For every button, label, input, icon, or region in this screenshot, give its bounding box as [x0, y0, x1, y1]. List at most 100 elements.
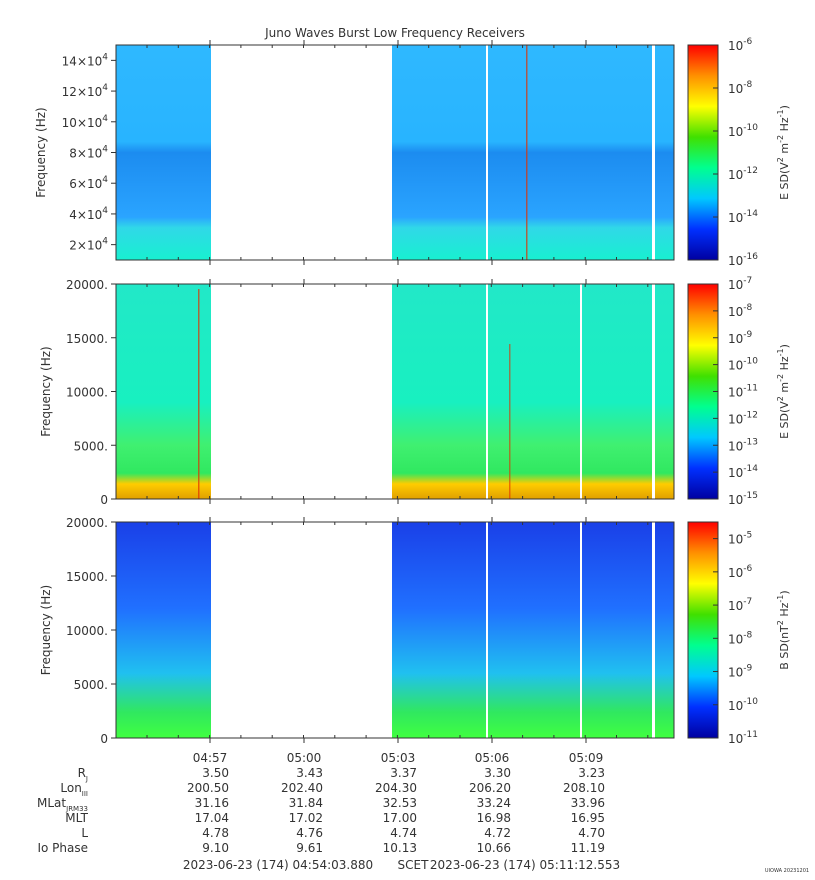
colorbar-tick-label: 10-9 — [728, 330, 753, 346]
time-tick-label: 05:00 — [287, 751, 322, 765]
ephemeris-value: 11.19 — [571, 841, 605, 855]
y-tick-label: 10×104 — [62, 114, 109, 130]
ephemeris-label: RJ — [78, 766, 88, 783]
colorbar-tick-label: 10-8 — [728, 80, 753, 96]
data-dropout-stripe — [652, 45, 655, 260]
colorbar-tick-label: 10-16 — [728, 252, 758, 268]
colorbar-label: B SD(nT2 Hz-1) — [776, 590, 791, 669]
y-tick-label: 20000. — [66, 516, 108, 530]
spectrogram-segment — [392, 284, 674, 499]
ephemeris-value: 3.30 — [484, 766, 511, 780]
colorbar-tick-label: 10-6 — [728, 37, 753, 53]
colorbar-tick-label: 10-14 — [728, 209, 758, 225]
y-axis-label: Frequency (Hz) — [39, 585, 53, 676]
interference-line — [509, 344, 511, 499]
ephemeris-value: 200.50 — [187, 781, 229, 795]
colorbar-tick-label: 10-11 — [728, 730, 758, 746]
colorbar-label: E SD(V2 m-2 Hz-1) — [776, 344, 791, 439]
ephemeris-label: LonIII — [60, 781, 88, 798]
colorbar — [687, 521, 719, 739]
ephemeris-value: 32.53 — [383, 796, 417, 810]
ephemeris-value: 208.10 — [563, 781, 605, 795]
time-tick-label: 05:09 — [569, 751, 604, 765]
scet-label: SCET — [398, 858, 430, 872]
panel-top: 2×104 4×104 6×104 8×104 10×104 12×104 14×104 Fr… — [34, 37, 791, 268]
colorbar-tick-label: 10-8 — [728, 303, 753, 319]
ephemeris-value: 202.40 — [281, 781, 323, 795]
spectrogram-segment — [116, 522, 211, 738]
colorbar — [687, 283, 719, 500]
data-dropout-stripe — [486, 284, 488, 499]
ephemeris-value: 204.30 — [375, 781, 417, 795]
ephemeris-value: 9.61 — [296, 841, 323, 855]
y-tick-label: 10000. — [66, 624, 108, 638]
panel-bottom: 0 5000. 10000. 15000. 20000. Frequency (Hz) 10… — [39, 516, 791, 746]
colorbar-label: E SD(V2 m-2 Hz-1) — [776, 105, 791, 200]
data-dropout-stripe — [486, 45, 488, 260]
colorbar-tick-label: 10-7 — [728, 276, 752, 292]
data-dropout-stripe — [486, 522, 488, 738]
panel-middle: 0 5000. 10000. 15000. 20000. Frequency (Hz) 10… — [39, 276, 791, 507]
ephemeris-label: L — [81, 826, 88, 840]
ephemeris-value: 3.43 — [296, 766, 323, 780]
colorbar-tick-label: 10-11 — [728, 384, 758, 400]
y-tick-label: 2×104 — [69, 237, 108, 253]
ephemeris-value: 17.00 — [383, 811, 417, 825]
data-dropout-stripe — [652, 284, 655, 499]
ephemeris-value: 4.76 — [296, 826, 323, 840]
data-dropout-stripe — [580, 522, 582, 738]
colorbar-tick-label: 10-14 — [728, 464, 758, 480]
ephemeris-label: Io Phase — [37, 841, 88, 855]
colorbar-tick-label: 10-12 — [728, 410, 758, 426]
y-tick-label: 5000. — [74, 678, 108, 692]
ephemeris-value: 4.78 — [202, 826, 229, 840]
colorbar-tick-label: 10-15 — [728, 491, 758, 507]
time-tick-label: 05:03 — [381, 751, 416, 765]
y-tick-label: 8×104 — [69, 145, 108, 161]
data-dropout-stripe — [580, 284, 582, 499]
ephemeris-value: 4.72 — [484, 826, 511, 840]
y-tick-label: 5000. — [74, 439, 108, 453]
ephemeris-value: 10.66 — [477, 841, 511, 855]
y-tick-label: 12×104 — [62, 83, 109, 99]
y-tick-label: 10000. — [66, 386, 108, 400]
colorbar-tick-label: 10-9 — [728, 664, 753, 680]
ephemeris-label: MLT — [65, 811, 88, 825]
colorbar — [687, 44, 719, 261]
data-dropout-stripe — [652, 522, 655, 738]
spectrogram-segment — [116, 45, 211, 260]
scet-start: 2023-06-23 (174) 04:54:03.880 — [183, 858, 373, 872]
ephemeris-value: 33.96 — [571, 796, 605, 810]
y-tick-label: 15000. — [66, 332, 108, 346]
y-tick-label: 6×104 — [69, 175, 108, 191]
spectrogram-segment — [392, 45, 674, 260]
colorbar-tick-label: 10-10 — [728, 697, 758, 713]
y-axis-label: Frequency (Hz) — [39, 346, 53, 437]
interference-line — [526, 45, 528, 260]
colorbar-tick-label: 10-12 — [728, 166, 758, 182]
ephemeris-value: 4.70 — [578, 826, 605, 840]
colorbar-tick-label: 10-13 — [728, 437, 758, 453]
time-tick-label: 04:57 — [193, 751, 228, 765]
y-tick-label: 14×104 — [62, 52, 109, 68]
ephemeris-value: 206.20 — [469, 781, 511, 795]
colorbar-tick-label: 10-7 — [728, 597, 752, 613]
credit-stamp: UIOWA 20231201 — [765, 868, 809, 874]
ephemeris-value: 16.98 — [477, 811, 511, 825]
y-tick-label: 0 — [100, 732, 108, 746]
colorbar-tick-label: 10-5 — [728, 531, 752, 547]
scet-end: 2023-06-23 (174) 05:11:12.553 — [430, 858, 620, 872]
ephemeris-value: 33.24 — [477, 796, 511, 810]
colorbar-tick-label: 10-10 — [728, 357, 758, 373]
ephemeris-value: 31.84 — [289, 796, 323, 810]
ephemeris-value: 31.16 — [195, 796, 229, 810]
ephemeris-value: 4.74 — [390, 826, 417, 840]
ephemeris-value: 16.95 — [571, 811, 605, 825]
time-tick-label: 05:06 — [475, 751, 510, 765]
chart-title: Juno Waves Burst Low Frequency Receivers — [264, 26, 525, 40]
colorbar-tick-label: 10-6 — [728, 564, 753, 580]
ephemeris-value: 9.10 — [202, 841, 229, 855]
ephemeris-value: 10.13 — [383, 841, 417, 855]
